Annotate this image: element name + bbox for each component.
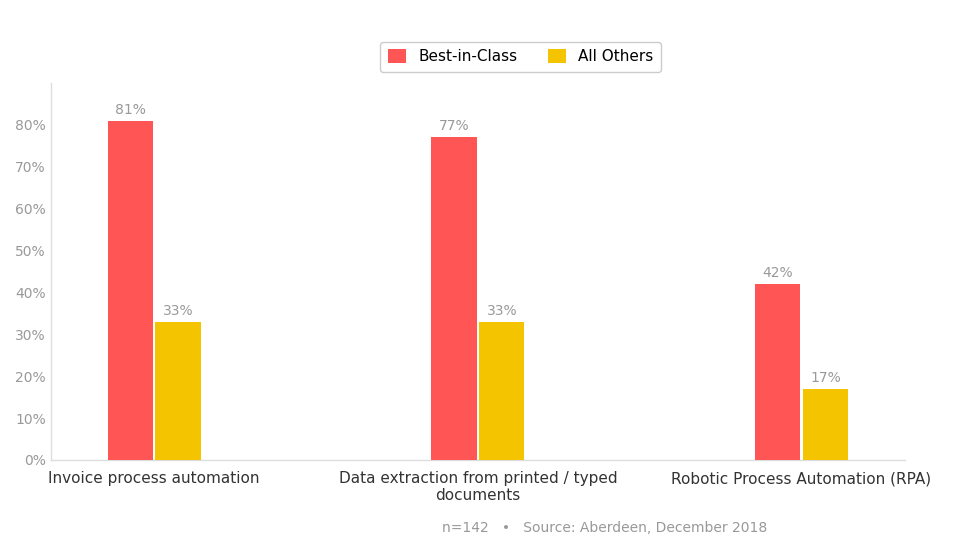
Text: n=142   •   Source: Aberdeen, December 2018: n=142 • Source: Aberdeen, December 2018 xyxy=(443,521,767,535)
Legend: Best-in-Class, All Others: Best-in-Class, All Others xyxy=(380,42,661,72)
Bar xyxy=(156,322,201,460)
Text: 77%: 77% xyxy=(439,119,469,133)
Text: 42%: 42% xyxy=(762,266,793,280)
Bar xyxy=(108,121,153,460)
Text: 33%: 33% xyxy=(487,303,517,318)
Text: 17%: 17% xyxy=(810,370,841,384)
Bar xyxy=(803,389,848,460)
Text: 33%: 33% xyxy=(163,303,194,318)
Text: 81%: 81% xyxy=(115,103,146,117)
Bar xyxy=(479,322,524,460)
Bar xyxy=(755,284,801,460)
Bar xyxy=(431,138,476,460)
